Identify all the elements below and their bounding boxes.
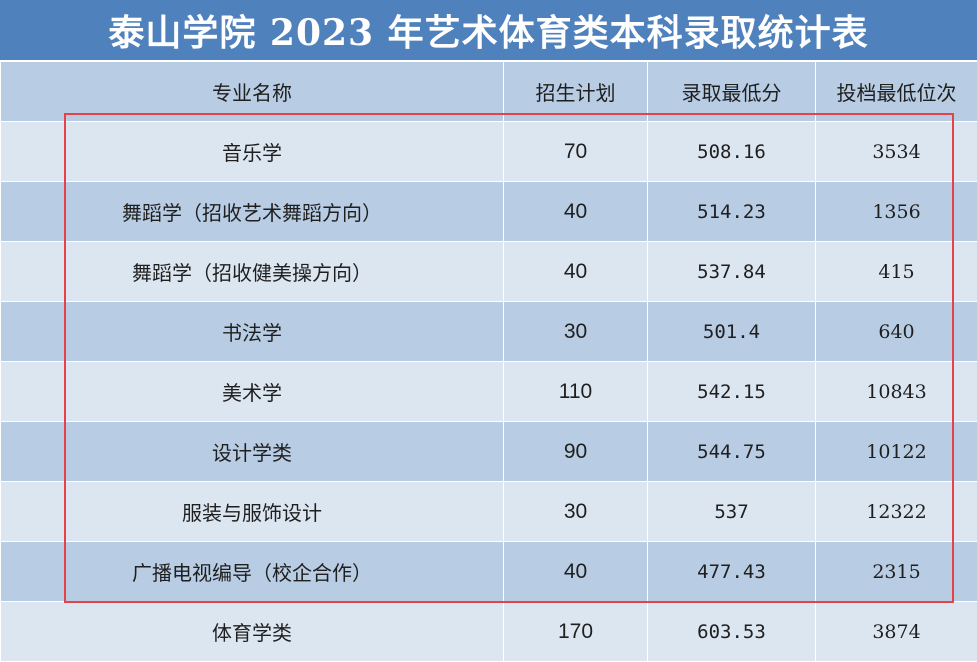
table-row: 广播电视编导（校企合作） 40 477.43 2315 <box>1 542 977 602</box>
cell-plan: 30 <box>504 482 648 542</box>
header-row: 专业名称 招生计划 录取最低分 投档最低位次 <box>1 62 977 122</box>
cell-min-score: 537 <box>648 482 816 542</box>
page-title: 泰山学院 2023 年艺术体育类本科录取统计表 <box>0 0 977 60</box>
table-row: 服装与服饰设计 30 537 12322 <box>1 482 977 542</box>
cell-major: 书法学 <box>1 302 504 362</box>
cell-min-rank: 3874 <box>816 602 977 662</box>
cell-min-rank: 640 <box>816 302 977 362</box>
table-row: 舞蹈学（招收艺术舞蹈方向） 40 514.23 1356 <box>1 182 977 242</box>
cell-min-score: 508.16 <box>648 122 816 182</box>
cell-plan: 110 <box>504 362 648 422</box>
cell-min-rank: 415 <box>816 242 977 302</box>
cell-plan: 30 <box>504 302 648 362</box>
table-row: 体育学类 170 603.53 3874 <box>1 602 977 662</box>
cell-major: 设计学类 <box>1 422 504 482</box>
cell-plan: 40 <box>504 182 648 242</box>
cell-min-score: 544.75 <box>648 422 816 482</box>
cell-plan: 40 <box>504 542 648 602</box>
table-header: 专业名称 招生计划 录取最低分 投档最低位次 <box>1 62 977 122</box>
cell-major: 体育学类 <box>1 602 504 662</box>
cell-min-score: 477.43 <box>648 542 816 602</box>
table-row: 舞蹈学（招收健美操方向） 40 537.84 415 <box>1 242 977 302</box>
header-major: 专业名称 <box>1 62 504 122</box>
cell-min-score: 542.15 <box>648 362 816 422</box>
table-row: 美术学 110 542.15 10843 <box>1 362 977 422</box>
cell-min-score: 501.4 <box>648 302 816 362</box>
cell-plan: 90 <box>504 422 648 482</box>
cell-min-rank: 3534 <box>816 122 977 182</box>
cell-min-rank: 1356 <box>816 182 977 242</box>
cell-major: 服装与服饰设计 <box>1 482 504 542</box>
cell-min-rank: 10843 <box>816 362 977 422</box>
cell-min-score: 603.53 <box>648 602 816 662</box>
cell-major: 美术学 <box>1 362 504 422</box>
cell-min-rank: 2315 <box>816 542 977 602</box>
cell-min-score: 514.23 <box>648 182 816 242</box>
table-body: 音乐学 70 508.16 3534 舞蹈学（招收艺术舞蹈方向） 40 514.… <box>1 122 977 662</box>
header-min-rank: 投档最低位次 <box>816 62 977 122</box>
cell-plan: 40 <box>504 242 648 302</box>
cell-major: 舞蹈学（招收艺术舞蹈方向） <box>1 182 504 242</box>
header-plan: 招生计划 <box>504 62 648 122</box>
admission-table: 专业名称 招生计划 录取最低分 投档最低位次 音乐学 70 508.16 353… <box>0 61 977 662</box>
cell-major: 广播电视编导（校企合作） <box>1 542 504 602</box>
header-min-score: 录取最低分 <box>648 62 816 122</box>
table-row: 音乐学 70 508.16 3534 <box>1 122 977 182</box>
cell-major: 音乐学 <box>1 122 504 182</box>
table-row: 书法学 30 501.4 640 <box>1 302 977 362</box>
cell-min-score: 537.84 <box>648 242 816 302</box>
cell-plan: 70 <box>504 122 648 182</box>
cell-min-rank: 12322 <box>816 482 977 542</box>
cell-min-rank: 10122 <box>816 422 977 482</box>
cell-major: 舞蹈学（招收健美操方向） <box>1 242 504 302</box>
cell-plan: 170 <box>504 602 648 662</box>
table-row: 设计学类 90 544.75 10122 <box>1 422 977 482</box>
